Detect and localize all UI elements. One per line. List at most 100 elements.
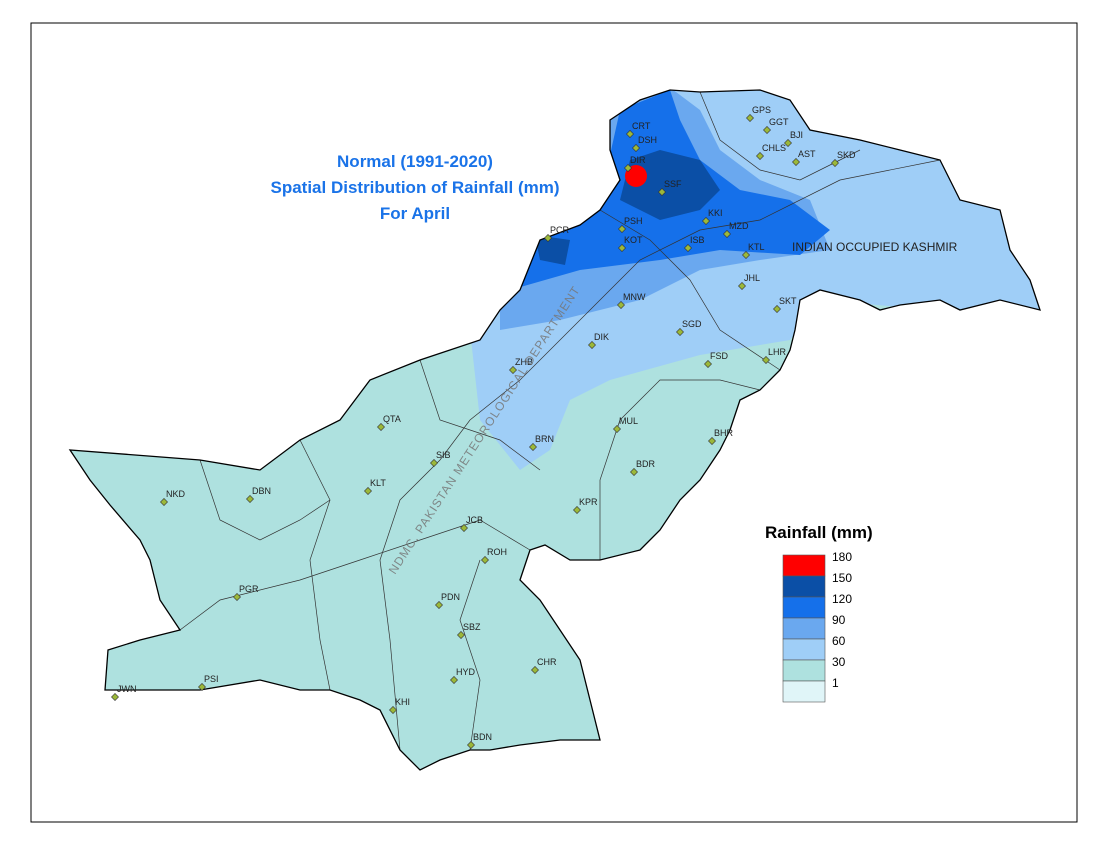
legend: 180 150 120 90 60 30 1 <box>782 550 852 703</box>
station-marker <box>658 188 666 196</box>
station-label: QTA <box>383 414 401 424</box>
station-marker <box>773 305 781 313</box>
station-marker <box>763 126 771 134</box>
station-marker <box>467 741 475 749</box>
station-marker <box>364 487 372 495</box>
station-marker <box>756 152 764 160</box>
station-label: PSI <box>204 674 219 684</box>
station-marker <box>573 506 581 514</box>
station-label: HYD <box>456 667 476 677</box>
legend-swatch <box>782 680 826 703</box>
station-label: SGD <box>682 319 702 329</box>
station-label: MZD <box>729 221 749 231</box>
legend-label: 1 <box>832 676 839 690</box>
station-label: BRN <box>535 434 554 444</box>
station-marker <box>430 459 438 467</box>
station-label: BHR <box>714 428 734 438</box>
station-label: BDR <box>636 459 656 469</box>
legend-swatch <box>782 575 826 598</box>
station-label: PSH <box>624 216 643 226</box>
legend-title: Rainfall (mm) <box>765 523 873 542</box>
station-marker <box>742 251 750 259</box>
station-label: SKD <box>837 150 856 160</box>
station-label: FSD <box>710 351 729 361</box>
station-marker <box>531 666 539 674</box>
station-label: ISB <box>690 235 705 245</box>
legend-label: 90 <box>832 613 846 627</box>
legend-swatch <box>782 659 826 682</box>
station-marker <box>630 468 638 476</box>
station-label: JWN <box>117 684 137 694</box>
station-label: DSH <box>638 135 657 145</box>
station-label: JCB <box>466 515 483 525</box>
legend-label: 180 <box>832 550 852 564</box>
legend-label: 120 <box>832 592 852 606</box>
legend-label: 150 <box>832 571 852 585</box>
station-marker <box>702 217 710 225</box>
region-label: INDIAN OCCUPIED KASHMIR <box>792 240 958 254</box>
station-marker <box>529 443 537 451</box>
station-marker <box>160 498 168 506</box>
legend-swatch <box>782 596 826 619</box>
station-label: MNW <box>623 292 646 302</box>
station-label: PCR <box>550 225 570 235</box>
station-marker <box>738 282 746 290</box>
station-label: ZHB <box>515 357 533 367</box>
district-borders <box>179 91 941 751</box>
station-label: DBN <box>252 486 271 496</box>
station-marker <box>460 524 468 532</box>
station-label: GPS <box>752 105 771 115</box>
station-label: AST <box>798 149 816 159</box>
station-marker <box>544 234 552 242</box>
station-label: KOT <box>624 235 643 245</box>
station-label: NKD <box>166 489 186 499</box>
station-label: KHI <box>395 697 410 707</box>
station-label: GGT <box>769 117 789 127</box>
station-label: DIK <box>594 332 609 342</box>
station-label: DIR <box>630 155 646 165</box>
station-label: JHL <box>744 273 760 283</box>
station-marker <box>389 706 397 714</box>
station-label: MUL <box>619 416 638 426</box>
station-marker <box>435 601 443 609</box>
station-marker <box>704 360 712 368</box>
legend-swatch <box>782 638 826 661</box>
station-label: PGR <box>239 584 259 594</box>
station-marker <box>624 164 632 172</box>
station-marker <box>762 356 770 364</box>
station-marker <box>632 144 640 152</box>
station-marker <box>246 495 254 503</box>
station-marker <box>626 130 634 138</box>
station-marker <box>792 158 800 166</box>
legend-label: 30 <box>832 655 846 669</box>
station-marker <box>481 556 489 564</box>
station-marker <box>457 631 465 639</box>
station-label: KTL <box>748 242 765 252</box>
station-marker <box>746 114 754 122</box>
station-label: KKI <box>708 208 723 218</box>
station-label: CHLS <box>762 143 786 153</box>
station-marker <box>111 693 119 701</box>
station-marker <box>831 159 839 167</box>
station-label: CHR <box>537 657 557 667</box>
station-marker <box>198 683 206 691</box>
station-label: BDN <box>473 732 492 742</box>
station-marker <box>450 676 458 684</box>
station-marker <box>618 225 626 233</box>
legend-label: 60 <box>832 634 846 648</box>
station-label: KPR <box>579 497 598 507</box>
station-label: LHR <box>768 347 787 357</box>
station-marker <box>617 301 625 309</box>
station-marker <box>676 328 684 336</box>
station-marker <box>613 425 621 433</box>
station-marker <box>723 230 731 238</box>
zone-150 <box>535 150 720 265</box>
station-label: KLT <box>370 478 386 488</box>
station-label: BJI <box>790 130 803 140</box>
zone-180 <box>625 165 647 187</box>
legend-swatch <box>782 617 826 640</box>
legend-swatch <box>782 554 826 577</box>
station-label: ROH <box>487 547 507 557</box>
